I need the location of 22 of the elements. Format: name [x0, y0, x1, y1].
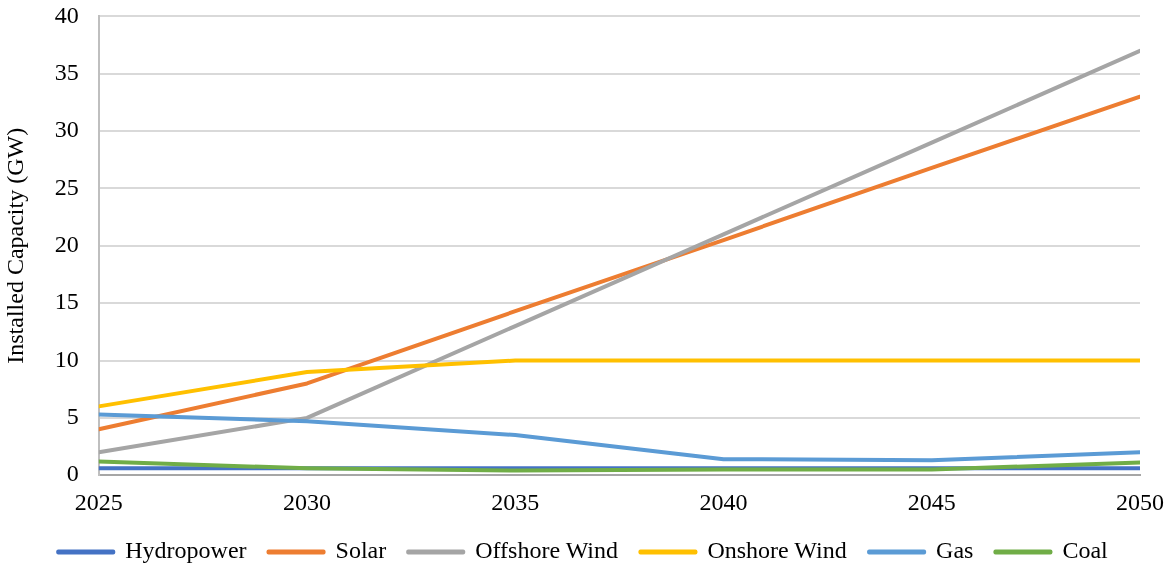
- x-tick-label: 2040: [699, 488, 748, 515]
- x-tick-label: 2045: [907, 488, 956, 515]
- legend-label: Solar: [335, 537, 387, 564]
- x-tick-label: 2050: [1116, 488, 1164, 515]
- legend-label: Gas: [936, 537, 974, 564]
- y-tick-label: 0: [66, 460, 79, 487]
- legend-label: Hydropower: [125, 537, 247, 564]
- x-tick-label: 2035: [491, 488, 540, 515]
- legend-label: Offshore Wind: [475, 537, 618, 564]
- y-tick-label: 40: [54, 1, 79, 28]
- y-tick-label: 25: [54, 173, 79, 200]
- x-tick-label: 2025: [74, 488, 123, 515]
- y-tick-label: 30: [54, 116, 79, 143]
- legend-label: Coal: [1062, 537, 1109, 564]
- y-tick-label: 35: [54, 59, 79, 86]
- y-tick-label: 5: [66, 403, 79, 430]
- y-tick-label: 15: [54, 288, 79, 315]
- x-tick-label: 2030: [283, 488, 332, 515]
- y-axis-title: Installed Capacity (GW): [1, 127, 28, 364]
- y-tick-label: 10: [54, 345, 79, 372]
- legend-label: Onshore Wind: [707, 537, 847, 564]
- y-tick-label: 20: [54, 231, 79, 258]
